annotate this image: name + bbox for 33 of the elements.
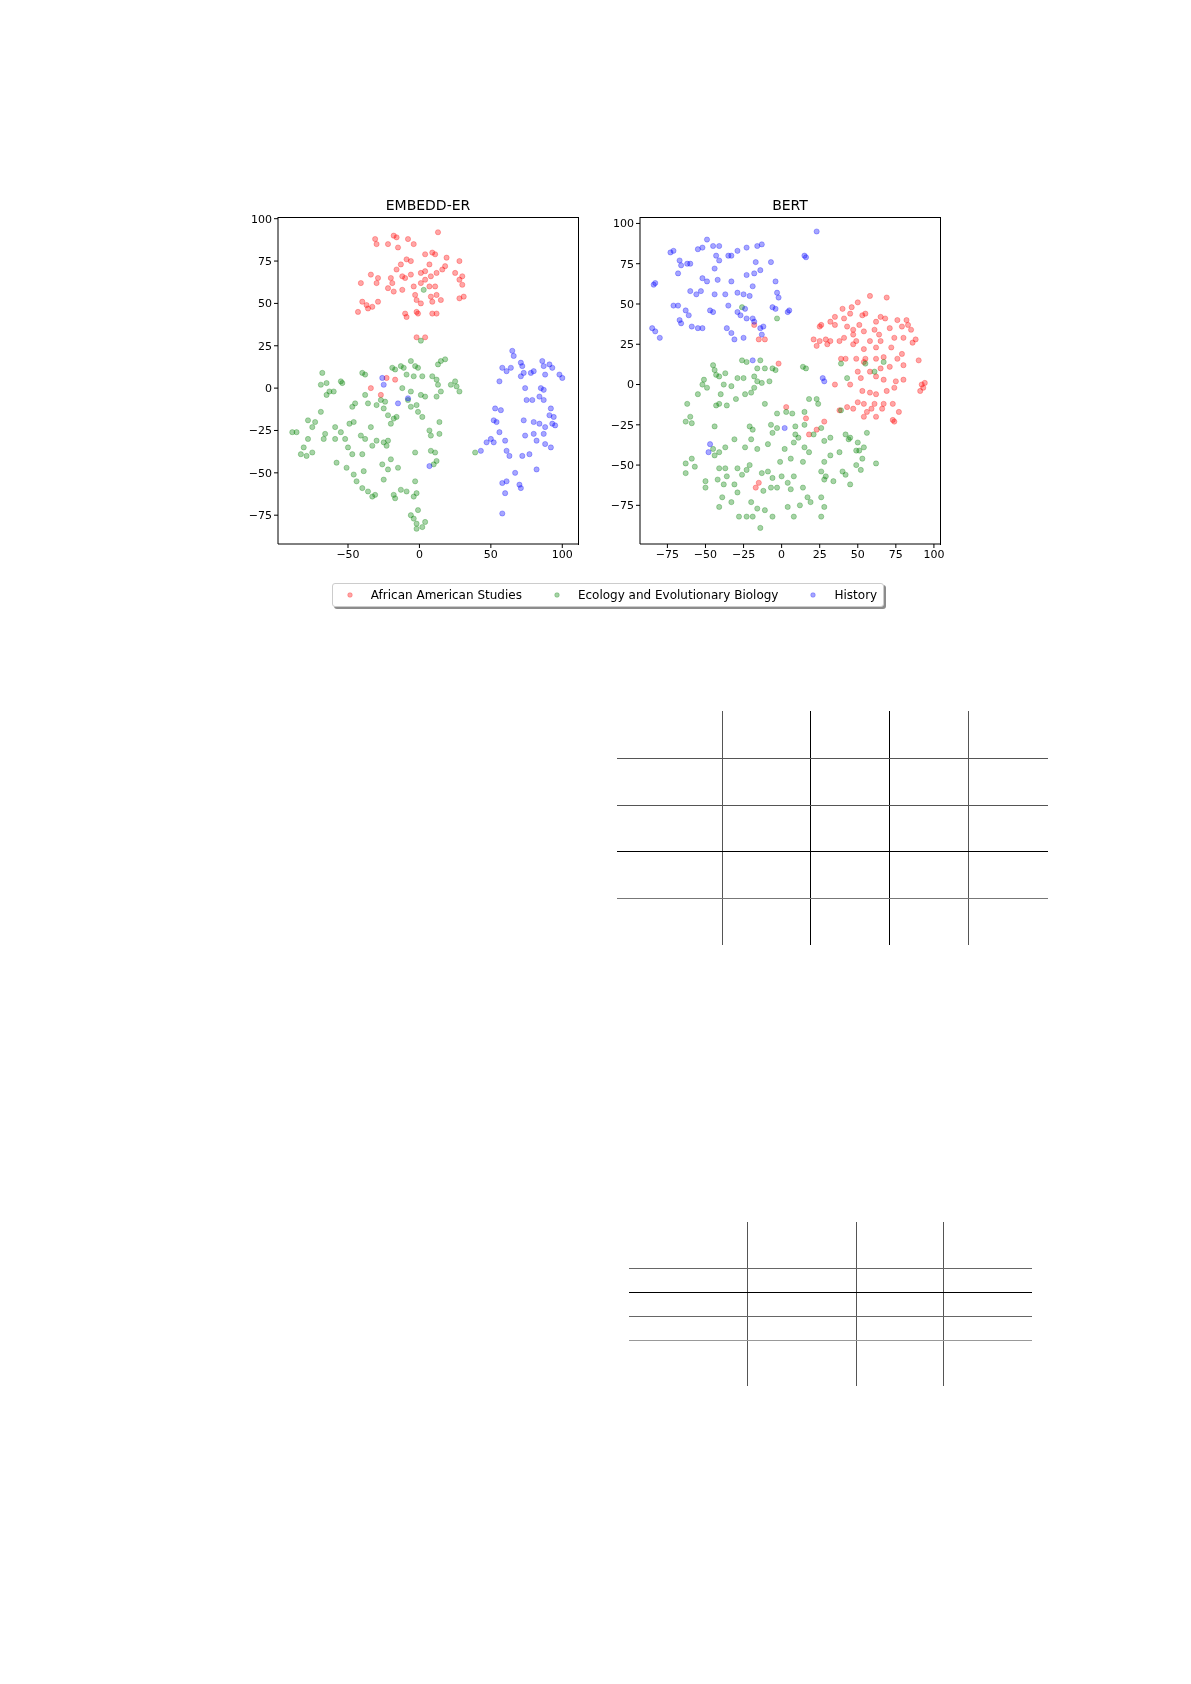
legend-label: History — [834, 588, 878, 602]
legend-label: African American Studies — [370, 588, 522, 602]
y-tick-label: 0 — [265, 382, 272, 396]
x-tick-label: 100 — [923, 547, 945, 561]
x-tick-label: 25 — [812, 547, 827, 561]
x-tick-label: −50 — [693, 547, 718, 561]
x-tick-label: −50 — [336, 547, 360, 561]
y-tick-label: −75 — [248, 509, 272, 523]
x-tick-label: −25 — [731, 547, 756, 561]
y-tick-label: 100 — [251, 212, 272, 226]
chart-title: EMBEDD-ER — [384, 197, 472, 213]
x-tick-label: 0 — [778, 547, 786, 561]
y-tick-label: −75 — [610, 499, 634, 513]
y-tick-label: −25 — [610, 418, 634, 432]
y-tick-label: −50 — [248, 466, 272, 480]
chart-title: BERT — [771, 197, 809, 213]
legend-label: Ecology and Evolutionary Biology — [577, 588, 779, 602]
y-tick-label: 0 — [627, 378, 634, 392]
x-tick-label: 75 — [888, 547, 903, 561]
y-tick-label: 100 — [613, 217, 634, 231]
y-tick-label: 50 — [258, 297, 272, 311]
x-tick-label: −75 — [655, 547, 680, 561]
x-tick-label: 50 — [483, 547, 498, 561]
x-tick-label: 100 — [551, 547, 573, 561]
y-tick-label: −50 — [610, 458, 634, 472]
y-tick-label: −25 — [248, 424, 272, 438]
y-tick-label: 25 — [258, 339, 272, 353]
x-tick-label: 0 — [415, 547, 423, 561]
y-tick-label: 75 — [258, 254, 272, 268]
x-tick-label: 50 — [850, 547, 865, 561]
y-tick-label: 75 — [620, 257, 634, 271]
y-tick-label: 50 — [620, 297, 634, 311]
y-tick-label: 25 — [620, 338, 634, 352]
